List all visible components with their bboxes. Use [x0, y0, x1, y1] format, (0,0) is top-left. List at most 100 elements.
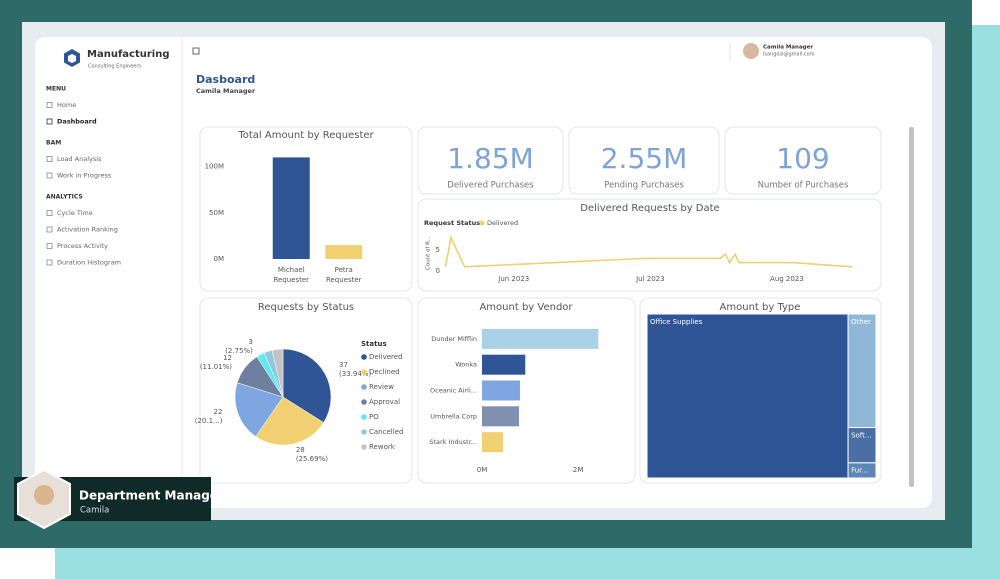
kpi-value: 109 [776, 142, 829, 175]
x-tick-label: Petra Requester [326, 266, 362, 284]
user-avatar[interactable] [743, 43, 759, 59]
treemap-tile [847, 462, 877, 479]
data-label-percent: (25.69%) [296, 455, 328, 463]
menu-icon [46, 226, 53, 233]
bar [272, 157, 310, 259]
legend-marker [361, 354, 367, 360]
data-label: 28 [296, 446, 305, 454]
pie-slice [271, 348, 284, 398]
x-tick-label: Michael Requester [273, 266, 309, 284]
pie-slice [282, 348, 332, 423]
pie-slice [234, 382, 284, 437]
scrollbar[interactable] [909, 127, 914, 487]
chart-title: Total Amount by Requester [237, 130, 374, 141]
y-tick-label: Wonka [455, 361, 477, 369]
menu-icon [46, 243, 53, 249]
bar [482, 432, 504, 453]
y-tick-label: 0 [436, 267, 440, 275]
brand-name: Manufacturing [87, 49, 170, 60]
legend-label: Review [369, 383, 394, 391]
sidebar-toggle[interactable] [192, 47, 200, 55]
legend-label: Delivered [487, 219, 518, 227]
treemap-tile [847, 313, 877, 429]
y-tick-label: 100M [205, 163, 224, 171]
menu-section: ANALYTICS [46, 194, 83, 201]
legend-label: Approval [369, 398, 400, 406]
y-axis-label: Count of R... [426, 236, 432, 270]
data-label: 3 [248, 338, 252, 346]
legend-title: Request Status [424, 219, 480, 227]
tile-label: Soft... [851, 432, 872, 440]
y-tick-label: 50M [209, 209, 224, 217]
legend-title: Status [361, 340, 387, 348]
card [417, 198, 882, 292]
y-tick-label: Oceanic Airli... [430, 387, 477, 395]
chart-title: Amount by Type [720, 302, 801, 313]
legend-label: PO [369, 413, 379, 421]
y-tick-label: Dunder Mifflin [431, 335, 477, 343]
logo-inner [68, 54, 76, 63]
x-tick-label: Aug 2023 [770, 275, 804, 283]
x-tick-label: 0M [477, 466, 488, 474]
menu-icon [46, 172, 53, 179]
page-title: Dasboard [196, 73, 255, 86]
brand-tagline: Consulting Engineers [88, 64, 141, 70]
menu-section: BAM [46, 140, 61, 147]
menu-item[interactable]: Work in Progress [57, 172, 112, 180]
card [568, 126, 720, 195]
user-email: lsangosl@gmail.com [763, 52, 815, 58]
tile-label: Other [851, 318, 871, 326]
card [417, 126, 564, 195]
menu-icon [46, 118, 53, 125]
backdrop-accent [972, 25, 1000, 579]
menu-item[interactable]: Duration Histogram [57, 259, 121, 267]
menu-item[interactable]: Activation Ranking [57, 226, 118, 234]
x-tick-label: Jun 2023 [497, 275, 529, 283]
overlay-name: Camila [80, 506, 109, 516]
menu-icon [46, 156, 53, 162]
x-tick-label: 2M [573, 466, 584, 474]
legend-label: Cancelled [369, 428, 403, 436]
legend-marker [361, 384, 367, 390]
pie-slice [255, 396, 324, 446]
user-name: Camila Manager [763, 45, 813, 51]
card [724, 126, 882, 195]
page-subtitle: Camila Manager [196, 87, 256, 95]
bar [482, 354, 526, 375]
kpi-value: 2.55M [601, 142, 688, 175]
line [444, 234, 853, 268]
x-tick-label: Jul 2023 [635, 275, 665, 283]
legend-label: Declined [369, 368, 400, 376]
overlay-role: Department Manager [79, 489, 224, 503]
legend-marker [361, 414, 367, 420]
menu-item[interactable]: Process Activity [57, 242, 108, 250]
menu-icon [46, 102, 53, 108]
legend-marker [361, 444, 367, 450]
chart-title: Delivered Requests by Date [580, 203, 719, 214]
legend-marker [479, 220, 485, 226]
data-label: 12 [223, 354, 232, 362]
bar [325, 245, 363, 259]
legend-marker [361, 399, 367, 405]
menu-item[interactable]: Home [57, 101, 76, 109]
y-tick-label: 0M [214, 255, 225, 263]
kpi-label: Number of Purchases [758, 181, 849, 191]
data-label-percent: (33.94%) [339, 370, 371, 378]
menu-item[interactable]: Dashboard [57, 118, 97, 126]
y-tick-label: Umbrella Corp [430, 412, 477, 420]
menu-item[interactable]: Cycle Time [57, 209, 93, 217]
treemap-tile [646, 313, 849, 479]
tile-label: Fur... [851, 466, 868, 474]
kpi-value: 1.85M [447, 142, 534, 175]
menu-icon [46, 210, 53, 216]
data-label-percent: (2.75%) [225, 347, 253, 355]
bar [482, 380, 520, 401]
chart-title: Amount by Vendor [479, 302, 573, 313]
legend-label: Rework [369, 443, 396, 451]
menu-item[interactable]: Load Analysis [57, 155, 102, 163]
legend-label: Delivered [369, 353, 403, 361]
data-label-percent: (11.01%) [200, 363, 232, 371]
y-tick-label: 5 [436, 246, 440, 254]
backdrop-accent [55, 548, 1000, 579]
